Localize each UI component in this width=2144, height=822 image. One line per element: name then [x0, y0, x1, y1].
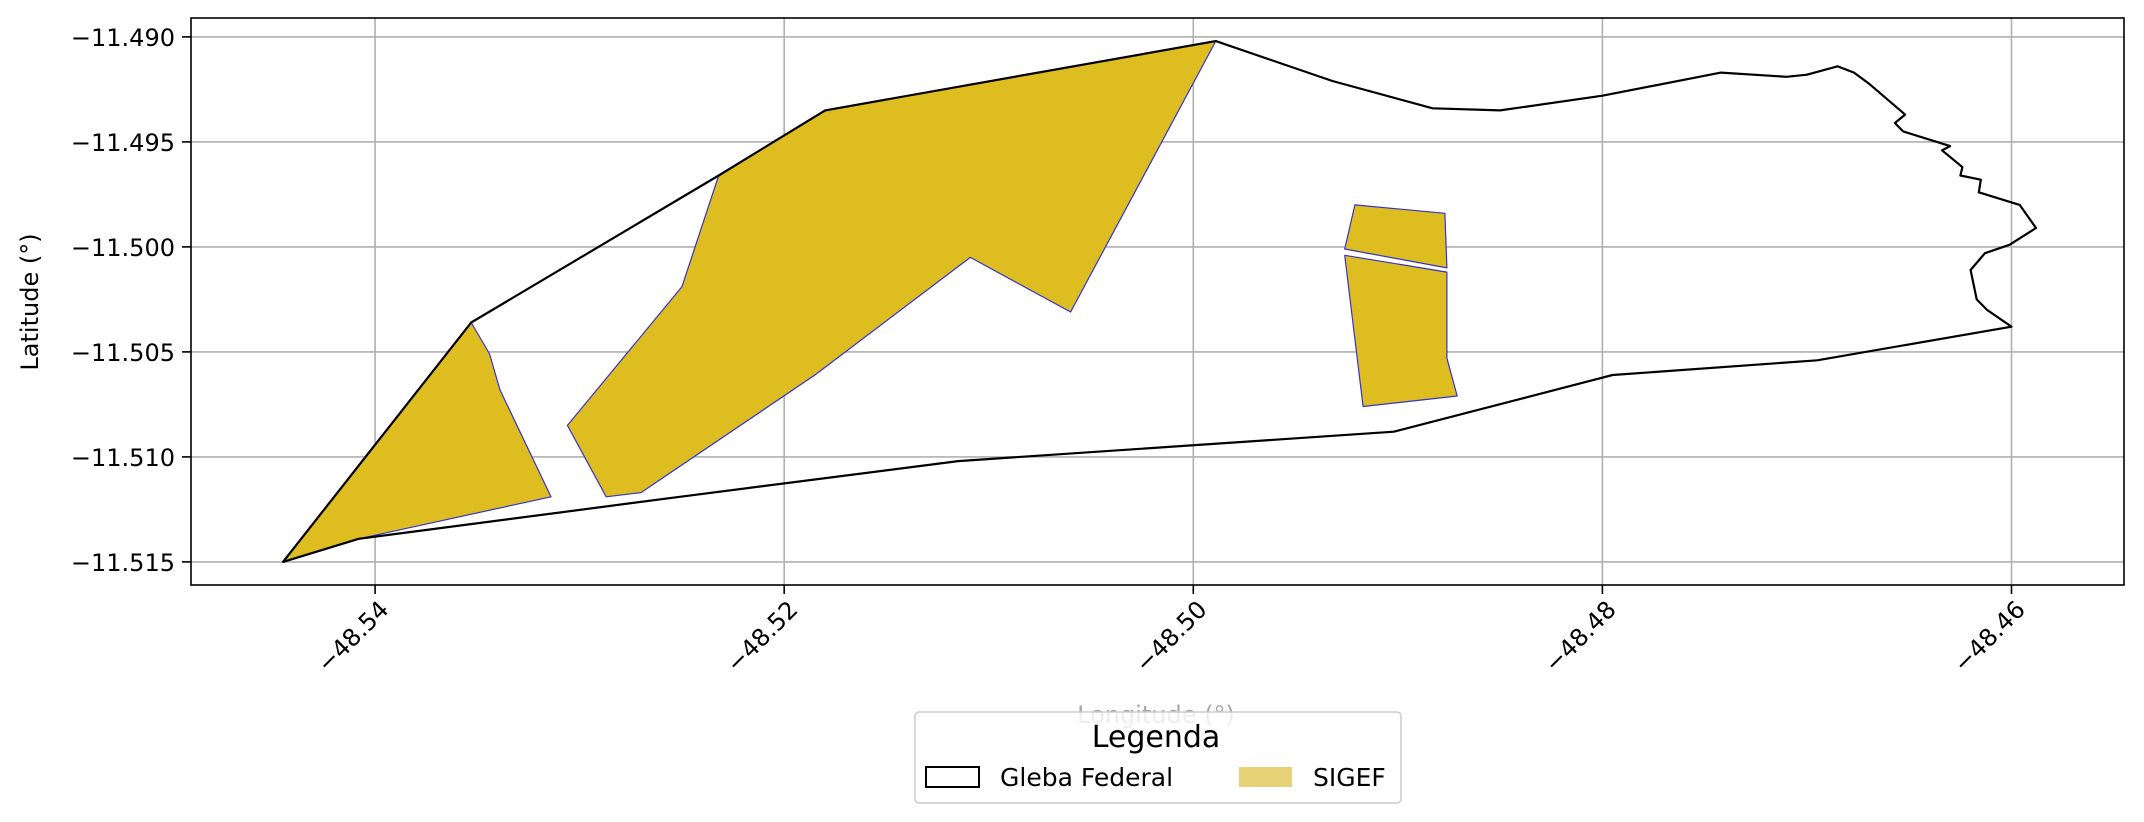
legend-swatch-gleba	[925, 766, 980, 788]
plot-frame	[190, 17, 2125, 586]
legend-label-gleba: Gleba Federal	[1000, 763, 1173, 792]
x-tick-label: −48.46	[1948, 595, 2031, 678]
y-tick-label: −11.510	[71, 444, 175, 472]
x-tick-label: −48.52	[721, 595, 804, 678]
legend-label-sigef: SIGEF	[1313, 763, 1386, 792]
y-axis-label: Latitude (°)	[16, 233, 44, 370]
legend-title: Legenda	[1092, 720, 1221, 755]
gleba-federal-boundary	[281, 39, 2038, 564]
sigef-parcels	[282, 40, 1458, 563]
gleba-federal-polygon	[281, 39, 2038, 564]
sigef-parcel	[1344, 204, 1448, 269]
y-tick-label: −11.495	[71, 129, 175, 157]
y-tick-label: −11.500	[71, 234, 175, 262]
legend-swatch-sigef	[1239, 767, 1292, 787]
y-tick-label: −11.515	[71, 549, 175, 577]
x-tick-label: −48.48	[1539, 595, 1622, 678]
sigef-parcel	[282, 321, 552, 563]
legend: Legenda Gleba Federal SIGEF	[914, 711, 1402, 804]
sigef-parcel	[1344, 254, 1458, 408]
y-tick-label: −11.505	[71, 339, 175, 367]
sigef-parcel	[566, 40, 1217, 498]
x-tick-label: −48.50	[1130, 595, 1213, 678]
x-tick-label: −48.54	[312, 595, 395, 678]
y-tick-label: −11.490	[71, 24, 175, 52]
